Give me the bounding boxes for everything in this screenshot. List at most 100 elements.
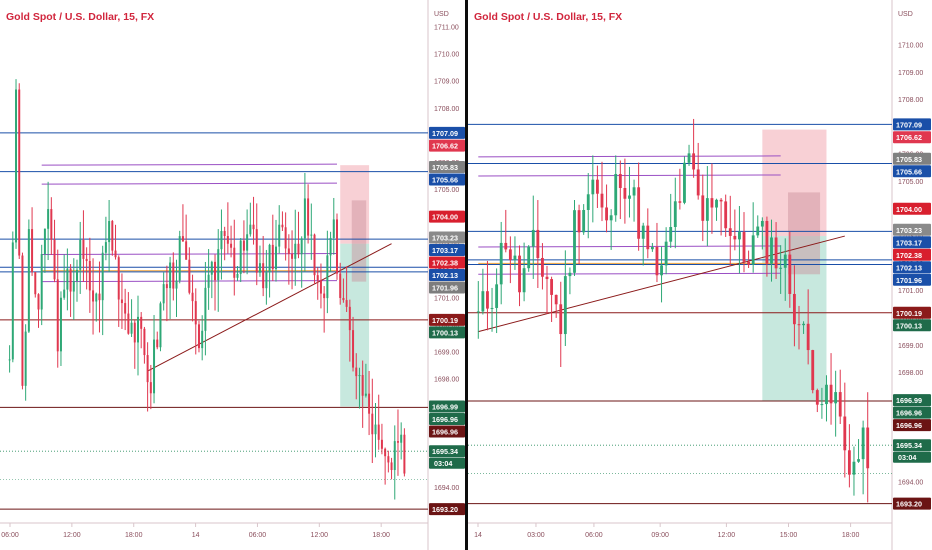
price-tag [893,406,931,419]
candle-body [316,275,319,281]
candle-body [255,229,258,273]
countdown-label: 03:04 [434,459,452,468]
candle-body [797,324,801,326]
candle-body [63,289,66,298]
candle-body [522,268,526,293]
price-tag-label: 1702.38 [896,251,922,260]
fan-line [478,155,781,158]
candle-body [377,424,380,440]
price-tag [893,306,931,319]
candle-body [291,253,294,259]
price-tag [429,425,465,438]
candle-body [595,179,599,194]
candle-body [27,229,30,332]
x-tick-label: 06:00 [585,532,603,539]
candle-body [117,257,120,300]
candle-body [495,284,499,308]
candle-body [98,293,101,301]
price-tag [429,256,465,269]
candle-body [847,450,851,475]
fan-line [478,272,781,275]
candle-body [130,322,133,334]
candle-body [696,169,700,196]
price-tag-label: 1695.34 [896,441,922,450]
y-tick-label: 1710.00 [434,52,459,59]
y-tick-label: 1709.00 [898,70,923,77]
price-tag-label: 1702.13 [896,263,922,272]
candle-body [527,246,531,269]
candle-body [623,187,627,199]
candle-body [265,272,268,289]
price-tag [893,118,931,131]
candle-body [792,293,796,325]
price-tag [429,445,465,458]
candle-body [664,241,668,266]
candle-body [628,195,631,199]
chart-left[interactable]: USD1711.001710.001709.001708.001707.0017… [0,0,466,550]
price-tag [429,413,465,426]
candle-body [111,221,114,251]
candle-body [815,390,819,405]
candle-body [82,239,85,259]
price-tag-label: 1703.17 [432,246,458,255]
candle-body [380,439,383,449]
candle-body [811,350,815,391]
price-tag-label: 1705.66 [432,176,458,185]
candle-body [364,393,367,396]
candle-body [368,393,371,414]
candle-body [287,248,290,254]
candle-body [843,416,847,451]
candle-body [586,194,590,210]
x-tick-label: 12:00 [63,532,81,539]
price-tag-label: 1700.13 [896,321,922,330]
price-tag [893,131,931,144]
candle-body [220,230,223,250]
price-tag-label: 1702.13 [432,271,458,280]
candle-body [329,237,332,256]
candle-body [692,153,696,170]
price-tag-label: 1695.34 [432,447,458,456]
candle-body [226,236,229,244]
candle-body [559,304,563,335]
candle-body [194,301,197,325]
y-tick-label: 1700.00 [898,315,923,322]
candle-body [834,392,838,404]
candle-body [361,375,364,396]
candle-body [335,219,338,274]
candle-body [852,461,856,475]
candle-body [143,328,146,356]
candle-body [278,224,281,247]
price-tag [429,400,465,413]
candle-body [43,228,46,255]
candle-body [669,227,673,242]
price-tag-label: 1696.96 [432,428,458,437]
y-tick-label: 1694.00 [898,479,923,486]
price-tag-label: 1707.09 [432,129,458,138]
candle-body [24,331,27,386]
price-tag [893,439,931,452]
candle-body [233,247,236,278]
countdown-tag [429,457,465,469]
candle-body [79,239,82,270]
price-tag [893,152,931,165]
y-tick-label: 1698.00 [434,377,459,384]
x-tick-label: 03:00 [527,532,545,539]
candle-body [724,201,728,229]
price-tag [429,281,465,294]
candle-body [760,220,764,227]
price-tag [429,231,465,244]
price-tag-label: 1700.19 [432,316,458,325]
chart-right[interactable]: USD1710.001709.001708.001707.001706.0017… [468,0,932,550]
x-tick-label: 18:00 [842,532,860,539]
candle-body [751,235,755,265]
y-tick-label: 1699.00 [434,350,459,357]
candle-body [673,201,677,228]
y-tick-label: 1710.00 [898,42,923,49]
candle-body [481,291,485,312]
candle-body [133,322,136,343]
candle-body [403,434,406,474]
candle-body [499,242,503,285]
panel-divider[interactable] [465,0,468,550]
price-tag-label: 1703.23 [896,226,922,235]
price-tag [893,261,931,274]
